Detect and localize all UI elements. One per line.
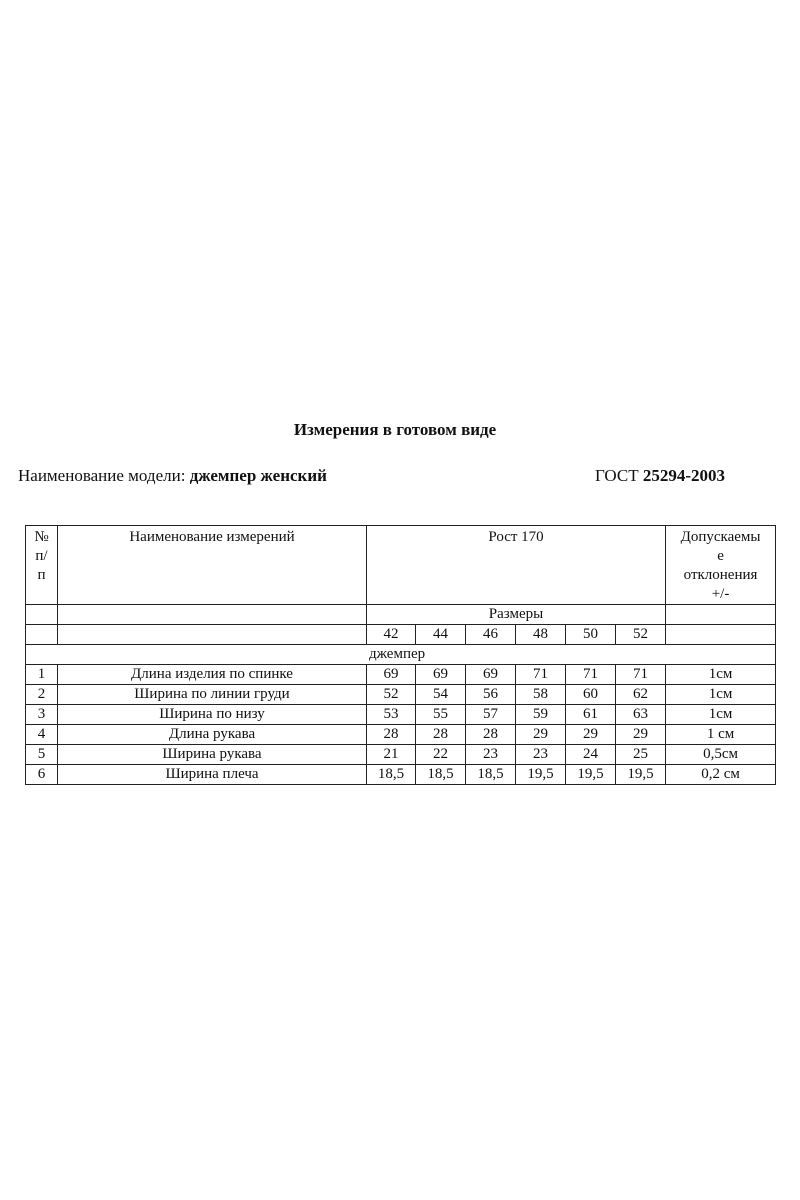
measurement-name: Ширина по низу [57,704,367,725]
table-row: 4 Длина рукава 28 28 28 29 29 29 1 см [25,724,777,745]
measurement-value: 23 [465,744,516,765]
measurement-value: 57 [465,704,516,725]
size-48: 48 [515,624,566,645]
measurement-value: 21 [366,744,416,765]
size-42: 42 [366,624,416,645]
row-number: 6 [25,764,58,785]
measurement-value: 53 [366,704,416,725]
gost-line: ГОСТ 25294-2003 [595,466,725,486]
measurement-value: 63 [614,704,667,725]
measurement-value: 23 [515,744,566,765]
table-row: 2 Ширина по линии груди 52 54 56 58 60 62 1см [25,684,777,705]
measurement-value: 55 [415,704,466,725]
tolerance: 1см [665,704,777,725]
measurement-value: 71 [565,664,616,685]
tolerance: 1см [665,664,777,685]
header-num: № п/п [25,525,58,605]
measurement-value: 18,5 [465,764,516,785]
model-label: Наименование модели: [18,466,186,485]
measurement-value: 71 [614,664,667,685]
tolerance: 0,2 см [665,764,777,785]
model-name: джемпер женский [189,466,327,485]
tolerance: 0,5см [665,744,777,765]
row-number: 4 [25,724,58,745]
measurement-value: 56 [465,684,516,705]
measurement-value: 59 [515,704,566,725]
measurement-value: 28 [366,724,416,745]
row-number: 2 [25,684,58,705]
section-label: джемпер [24,644,777,665]
tolerance: 1 см [665,724,777,745]
table-row: 6 Ширина плеча 18,5 18,5 18,5 19,5 19,5 19,5 0,2… [25,764,777,785]
tolerance: 1см [665,684,777,705]
size-44: 44 [415,624,466,645]
measurement-value: 29 [565,724,616,745]
measurement-value: 61 [565,704,616,725]
measurement-value: 18,5 [415,764,466,785]
measurements-table: № п/п Наименование измерений Рост 170 Доп… [24,525,777,785]
size-52: 52 [614,624,667,645]
measurement-value: 19,5 [565,764,616,785]
measurement-value: 28 [465,724,516,745]
measurement-name: Ширина плеча [57,764,367,785]
measurement-value: 54 [415,684,466,705]
measurement-name: Длина изделия по спинке [57,664,367,685]
measurement-name: Длина рукава [57,724,367,745]
measurement-value: 29 [614,724,667,745]
header-tolerance: Допускаемы е отклонения +/- [665,525,777,605]
page-title: Измерения в готовом виде [293,420,497,439]
measurement-name: Ширина по линии груди [57,684,367,705]
measurement-value: 18,5 [366,764,416,785]
measurement-value: 19,5 [515,764,566,785]
header-height: Рост 170 [365,525,667,605]
measurement-value: 69 [465,664,516,685]
header-name: Наименование измерений [57,525,367,605]
row-number: 3 [25,704,58,725]
measurement-value: 25 [614,744,667,765]
measurement-value: 52 [366,684,416,705]
sizes-label: Размеры [365,604,667,625]
measurement-value: 29 [515,724,566,745]
table-row: 5 Ширина рукава 21 22 23 23 24 25 0,5см [25,744,777,765]
measurement-value: 62 [614,684,667,705]
measurement-value: 60 [565,684,616,705]
size-46: 46 [465,624,516,645]
measurement-value: 71 [515,664,566,685]
measurement-value: 69 [415,664,466,685]
row-number: 5 [25,744,58,765]
measurement-value: 22 [415,744,466,765]
measurement-value: 58 [515,684,566,705]
size-50: 50 [565,624,616,645]
measurement-value: 69 [366,664,416,685]
measurement-value: 24 [565,744,616,765]
row-number: 1 [25,664,58,685]
gost-label: ГОСТ [595,466,639,485]
model-line: Наименование модели: джемпер женский [18,466,327,486]
measurement-value: 19,5 [614,764,667,785]
table-row: 3 Ширина по низу 53 55 57 59 61 63 1см [25,704,777,725]
gost-number: 25294-2003 [642,466,726,485]
measurement-value: 28 [415,724,466,745]
table-row: 1 Длина изделия по спинке 69 69 69 71 71 71 1см [25,664,777,685]
measurement-name: Ширина рукава [57,744,367,765]
